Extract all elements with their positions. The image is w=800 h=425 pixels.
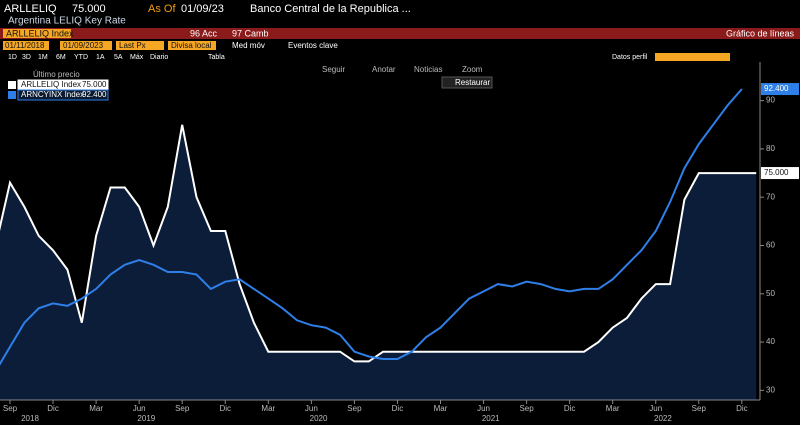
y-tick-label: 50 (766, 289, 775, 298)
x-tick-label: Jun (477, 404, 490, 413)
command-bar (0, 28, 800, 39)
start-date-field[interactable] (3, 41, 49, 50)
moving-average[interactable]: Med móv (232, 41, 265, 50)
settings-menu[interactable]: 97 Camb (232, 28, 269, 38)
year-label: 2019 (137, 414, 155, 423)
x-tick-label: Dic (736, 404, 748, 413)
security-field[interactable] (3, 29, 71, 38)
last-price: 75.000 (72, 3, 106, 15)
restore[interactable]: Restaurar (455, 78, 490, 87)
y-tick-label: 80 (766, 144, 775, 153)
security[interactable]: ARLLELIQ Index (6, 28, 74, 38)
x-tick-label: Mar (261, 404, 275, 413)
chart-type[interactable]: Gráfico de líneas (726, 28, 795, 38)
plot (0, 88, 757, 400)
x-tick-label: Sep (692, 404, 707, 413)
year-label: 2018 (21, 414, 39, 423)
legend-value: 75.000 (82, 80, 107, 89)
chart-tool[interactable]: Zoom (462, 65, 483, 74)
x-tick-label: Sep (519, 404, 534, 413)
x-tick-label: Jun (649, 404, 662, 413)
y-tick-label: 90 (766, 96, 775, 105)
x-tick-label: Dic (564, 404, 576, 413)
x-tick-label: Dic (219, 404, 231, 413)
chart-tool[interactable]: Seguir (322, 65, 345, 74)
y-tick-label: 30 (766, 385, 775, 394)
range-button[interactable]: 6M (56, 54, 66, 61)
x-tick-label: Jun (305, 404, 318, 413)
x-tick-label: Mar (606, 404, 620, 413)
currency-box[interactable] (168, 41, 216, 50)
x-tick-label: Jun (133, 404, 146, 413)
currency[interactable]: Divisa local (171, 41, 212, 50)
actions-menu[interactable]: 96 Acc (190, 28, 218, 38)
x-tick-label: Mar (89, 404, 103, 413)
last-value-box (761, 167, 799, 180)
legend-title: Último precio (33, 70, 80, 79)
chart-tool[interactable]: Anotar (372, 65, 396, 74)
key-events[interactable]: Eventos clave (288, 41, 338, 50)
x-tick-label: Sep (175, 404, 190, 413)
legend-value: 92.400 (82, 90, 107, 99)
y-tick-label: 70 (766, 192, 775, 201)
chart-tool[interactable]: Noticias (414, 65, 442, 74)
last-value-box (761, 83, 799, 96)
range-button[interactable]: YTD (74, 54, 88, 61)
x-tick-label: Dic (47, 404, 59, 413)
restore-button[interactable] (441, 76, 493, 89)
line (0, 124, 757, 363)
frequency[interactable]: Diario (150, 54, 168, 61)
range-button[interactable]: 3D (22, 54, 31, 61)
range-button[interactable]: 1A (96, 54, 105, 61)
x-tick-label: Sep (347, 404, 362, 413)
year-label: 2020 (310, 414, 328, 423)
as-of-label: As Of (148, 3, 176, 15)
legend-swatch (8, 81, 16, 89)
x-tick-label: Sep (3, 404, 18, 413)
last-value-label: 92.400 (764, 84, 789, 93)
start-date[interactable]: 01/11/2018 (5, 41, 45, 50)
x-tick-label: Dic (392, 404, 404, 413)
y-tick-label: 40 (766, 337, 775, 346)
y-tick-label: 60 (766, 241, 775, 250)
profile[interactable]: Datos perfil (612, 54, 648, 61)
legend-swatch (8, 91, 16, 99)
as-of-date: 01/09/23 (181, 3, 224, 15)
source: Banco Central de la Republica ... (250, 3, 411, 15)
end-date[interactable]: 01/09/2023 (63, 41, 104, 50)
legend-name: ARNCYINX Index (21, 90, 84, 99)
field-box[interactable] (116, 41, 164, 50)
end-date-field[interactable] (60, 41, 112, 50)
legend-name: ARLLELIQ Index (21, 80, 81, 89)
year-label: 2022 (654, 414, 672, 423)
year-label: 2021 (482, 414, 500, 423)
x-tick-label: Mar (434, 404, 448, 413)
table-button[interactable]: Tabla (208, 54, 225, 61)
range-button[interactable]: 5A (114, 54, 123, 61)
range-button[interactable]: 1M (38, 54, 48, 61)
ticker: ARLLELIQ (4, 3, 57, 15)
legend-box (17, 89, 109, 101)
range-button[interactable]: Máx (130, 54, 144, 61)
line (0, 88, 743, 366)
area (0, 124, 757, 400)
profile-input[interactable] (655, 53, 730, 61)
last-value-label: 75.000 (764, 168, 789, 177)
range-button[interactable]: 1D (8, 54, 17, 61)
field[interactable]: Last Px (119, 41, 146, 50)
description: Argentina LELIQ Key Rate (8, 16, 126, 27)
